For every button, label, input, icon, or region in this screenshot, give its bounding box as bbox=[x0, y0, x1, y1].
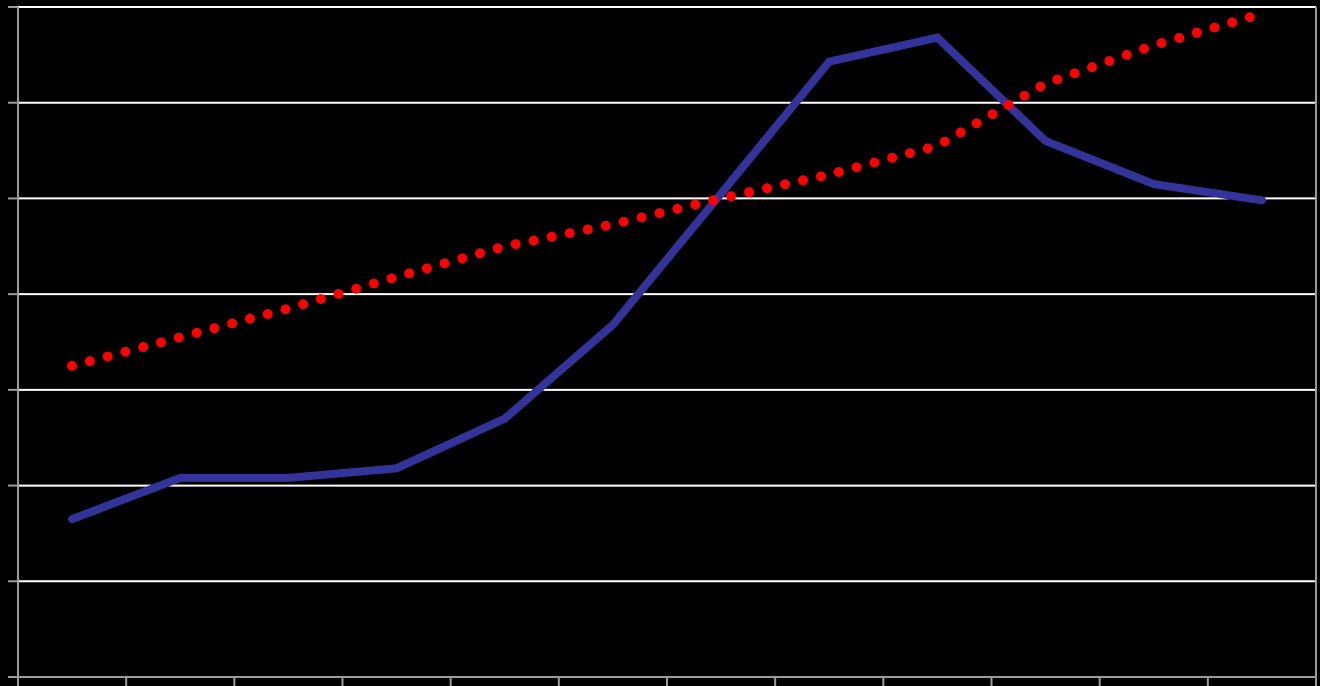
series-line-dotted bbox=[67, 8, 1267, 371]
series-group bbox=[67, 8, 1267, 524]
axes bbox=[8, 6, 1317, 686]
series-line-solid bbox=[68, 33, 1266, 524]
gridlines bbox=[18, 6, 1316, 583]
